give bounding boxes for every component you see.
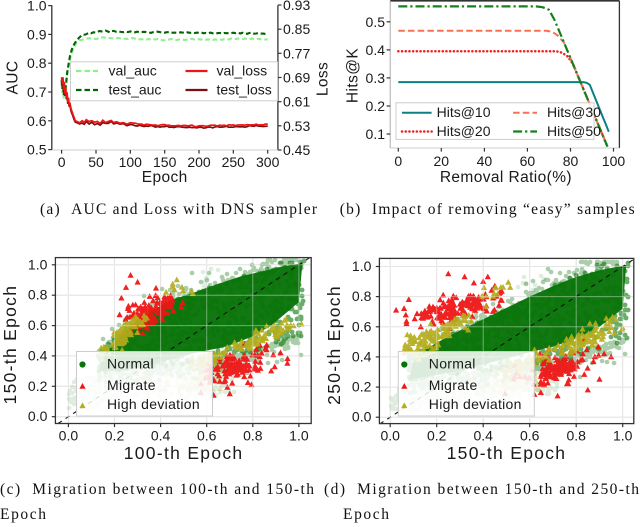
- svg-text:(c) Migration between 100-th: (c) Migration between 100-th and 150-th: [0, 481, 314, 498]
- svg-text:0.77: 0.77: [283, 45, 310, 61]
- svg-text:High deviation: High deviation: [429, 396, 522, 412]
- svg-text:0.0: 0.0: [28, 408, 48, 424]
- svg-text:0.0: 0.0: [59, 428, 79, 444]
- svg-text:Migrate: Migrate: [429, 377, 478, 393]
- svg-text:0.2: 0.2: [427, 428, 447, 444]
- svg-text:100: 100: [602, 153, 626, 169]
- svg-text:0.85: 0.85: [283, 21, 310, 37]
- svg-text:Epoch: Epoch: [142, 169, 188, 186]
- svg-text:(b) Impact of removing “easy”: (b) Impact of removing “easy” samples: [340, 201, 635, 218]
- svg-text:0.7: 0.7: [27, 84, 47, 100]
- svg-text:0.61: 0.61: [283, 94, 310, 110]
- svg-text:20: 20: [434, 153, 450, 169]
- svg-text:0: 0: [394, 153, 402, 169]
- svg-text:0.8: 0.8: [27, 55, 47, 71]
- svg-text:0.8: 0.8: [243, 428, 263, 444]
- svg-text:0.6: 0.6: [352, 318, 372, 334]
- svg-text:0.4: 0.4: [352, 348, 372, 364]
- svg-text:0.1: 0.1: [366, 126, 386, 142]
- svg-text:0.3: 0.3: [366, 70, 386, 86]
- svg-text:150-th Epoch: 150-th Epoch: [0, 285, 20, 405]
- svg-text:0.4: 0.4: [151, 428, 171, 444]
- svg-text:0.9: 0.9: [27, 26, 47, 42]
- svg-text:0.6: 0.6: [520, 428, 540, 444]
- svg-text:0.5: 0.5: [366, 14, 386, 30]
- svg-text:0.5: 0.5: [27, 142, 47, 158]
- svg-text:1.0: 1.0: [289, 428, 309, 444]
- svg-text:0.6: 0.6: [28, 317, 48, 333]
- svg-text:0.2: 0.2: [352, 379, 372, 395]
- svg-text:0: 0: [58, 154, 66, 170]
- svg-text:150: 150: [153, 154, 177, 170]
- svg-text:Hits@20: Hits@20: [437, 123, 491, 139]
- svg-text:300: 300: [256, 154, 280, 170]
- svg-text:High deviation: High deviation: [107, 396, 200, 412]
- svg-text:0.8: 0.8: [566, 428, 586, 444]
- svg-text:40: 40: [477, 153, 493, 169]
- svg-text:test_loss: test_loss: [217, 82, 272, 98]
- svg-text:0.8: 0.8: [28, 287, 48, 303]
- svg-text:Loss: Loss: [315, 62, 332, 96]
- svg-text:100-th Epoch: 100-th Epoch: [124, 443, 244, 463]
- svg-text:AUC: AUC: [5, 61, 22, 95]
- svg-text:250: 250: [222, 154, 246, 170]
- svg-text:test_auc: test_auc: [109, 82, 162, 98]
- svg-text:100: 100: [119, 154, 143, 170]
- svg-text:200: 200: [187, 154, 211, 170]
- svg-text:0.4: 0.4: [366, 42, 386, 58]
- svg-text:0.4: 0.4: [28, 347, 48, 363]
- svg-text:0.93: 0.93: [283, 0, 310, 13]
- svg-text:0.45: 0.45: [283, 142, 310, 158]
- svg-text:Hits@K: Hits@K: [345, 48, 362, 103]
- svg-text:0.6: 0.6: [27, 113, 47, 129]
- svg-text:0.2: 0.2: [366, 98, 386, 114]
- svg-text:60: 60: [520, 153, 536, 169]
- svg-text:0.2: 0.2: [28, 378, 48, 394]
- svg-text:1.0: 1.0: [28, 256, 48, 272]
- svg-text:80: 80: [563, 153, 579, 169]
- svg-text:(d) Migration between 150-th: (d) Migration between 150-th and 250-th: [324, 481, 639, 498]
- svg-text:0.53: 0.53: [283, 118, 310, 134]
- svg-text:1.0: 1.0: [613, 428, 633, 444]
- svg-text:Normal: Normal: [429, 356, 476, 372]
- svg-text:0.0: 0.0: [352, 409, 372, 425]
- svg-text:0.4: 0.4: [473, 428, 493, 444]
- svg-text:Hits@30: Hits@30: [547, 104, 601, 120]
- svg-text:1.0: 1.0: [352, 258, 372, 274]
- svg-text:50: 50: [88, 154, 104, 170]
- svg-text:150-th Epoch: 150-th Epoch: [447, 443, 567, 463]
- svg-text:0.2: 0.2: [105, 428, 125, 444]
- svg-text:0.69: 0.69: [283, 70, 310, 86]
- svg-text:0.8: 0.8: [352, 288, 372, 304]
- svg-text:1.0: 1.0: [27, 0, 47, 14]
- svg-text:(a) AUC and Loss with DNS sam: (a) AUC and Loss with DNS sampler: [40, 201, 318, 218]
- svg-text:250-th Epoch: 250-th Epoch: [324, 285, 344, 405]
- svg-text:val_auc: val_auc: [109, 63, 157, 79]
- svg-text:Normal: Normal: [107, 356, 154, 372]
- svg-text:Hits@10: Hits@10: [437, 104, 491, 120]
- svg-text:Migrate: Migrate: [107, 377, 156, 393]
- svg-text:Epoch: Epoch: [0, 506, 46, 523]
- svg-text:Hits@50: Hits@50: [547, 123, 601, 139]
- svg-text:Epoch: Epoch: [343, 506, 389, 523]
- svg-text:val_loss: val_loss: [217, 63, 268, 79]
- svg-text:0.6: 0.6: [197, 428, 217, 444]
- svg-text:Removal Ratio(%): Removal Ratio(%): [440, 169, 572, 186]
- svg-text:0.0: 0.0: [380, 428, 400, 444]
